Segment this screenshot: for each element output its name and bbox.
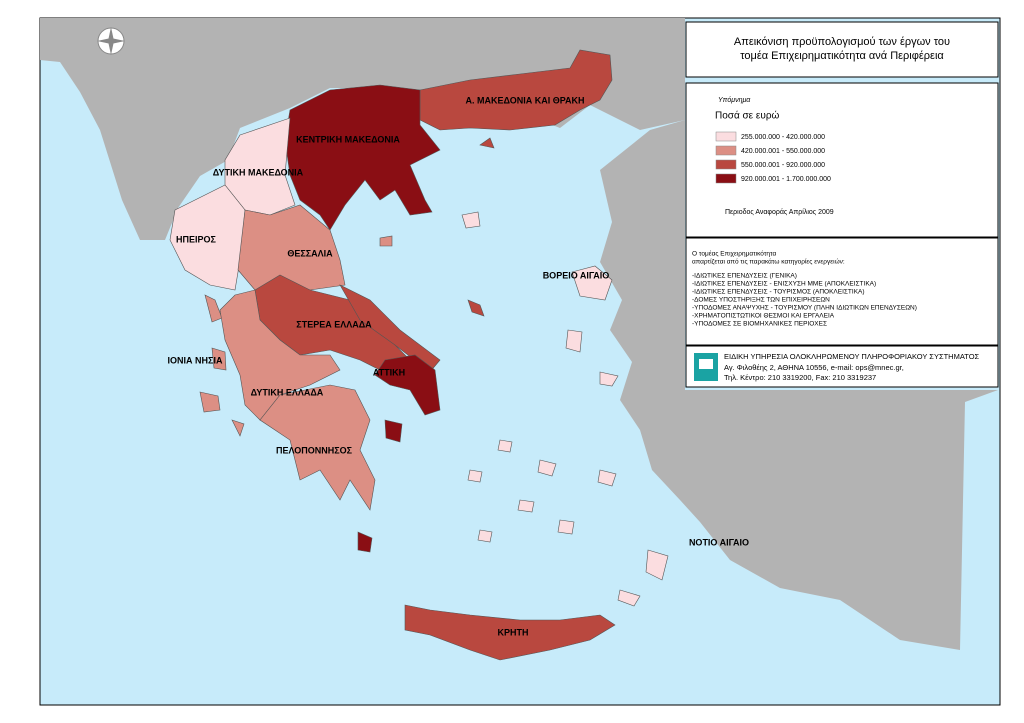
region-area [557, 519, 575, 535]
notes-items: -ΙΔΙΩΤΙΚΕΣ ΕΠΕΝΔΥΣΕΙΣ (ΓΕΝΙΚΑ)-ΙΔΙΩΤΙΚΕΣ… [692, 273, 917, 328]
region-area [211, 347, 227, 371]
region-area [237, 204, 346, 291]
region-area [284, 84, 441, 231]
region-area [374, 354, 441, 416]
region-area [404, 604, 616, 661]
legend-label: 420.000.001 - 550.000.000 [741, 148, 825, 155]
regions [169, 49, 669, 661]
region-area [199, 391, 221, 413]
region-label: ΘΕΣΣΑΛΙΑ [287, 248, 333, 258]
region-area [467, 299, 485, 317]
region-label: ΣΤΕΡΕΑ ΕΛΛΑΔΑ [296, 319, 372, 329]
notes-item: -ΥΠΟΔΟΜΕΣ ΑΝΑΨΥΧΗΣ - ΤΟΥΡΙΣΜΟΥ (ΠΛΗΝ ΙΔΙ… [692, 305, 917, 312]
region-area [259, 384, 376, 511]
region-area [517, 499, 535, 513]
region-area [537, 459, 557, 477]
region-area [645, 549, 669, 581]
legend-panel [685, 82, 999, 238]
region-label: ΒΟΡΕΙΟ ΑΙΓΑΙΟ [543, 270, 610, 280]
footer-address: Αγ. Φιλοθέης 2, ΑΘΗΝΑ 10556, e-mail: ops… [724, 363, 904, 372]
footer-agency: ΕΙΔΙΚΗ ΥΠΗΡΕΣΙΑ ΟΛΟΚΛΗΡΩΜΕΝΟΥ ΠΛΗΡΟΦΟΡΙΑ… [724, 352, 980, 361]
legend-label: 550.000.001 - 920.000.000 [741, 162, 825, 169]
region-label: ΚΡΗΤΗ [498, 627, 529, 637]
notes-item: -ΧΡΗΜΑΤΟΠΙΣΤΩΤΙΚΟΙ ΘΕΣΜΟΙ ΚΑΙ ΕΡΓΑΛΕΙΑ [692, 313, 835, 320]
region-label: ΗΠΕΙΡΟΣ [176, 234, 217, 244]
region-area [597, 469, 617, 487]
region-area [599, 371, 619, 387]
compass [97, 27, 125, 55]
logo-screen [699, 359, 713, 369]
legend-swatch [715, 173, 737, 184]
region-area [384, 419, 403, 443]
legend-label: 255.000.000 - 420.000.000 [741, 134, 825, 141]
region-label: ΔΥΤΙΚΗ ΜΑΚΕΔΟΝΙΑ [213, 167, 304, 177]
region-area [461, 211, 481, 229]
region-label: ΝΟΤΙΟ ΑΙΓΑΙΟ [689, 537, 749, 547]
region-label: ΙΟΝΙΑ ΝΗΣΙΑ [168, 355, 223, 365]
region-label: ΚΕΝΤΡΙΚΗ ΜΑΚΕΔΟΝΙΑ [296, 134, 400, 144]
region-area [497, 439, 513, 453]
notes-item: -ΔΟΜΕΣ ΥΠΟΣΤΗΡΙΞΗΣ ΤΩΝ ΕΠΙΧΕΙΡΗΣΕΩΝ [692, 297, 830, 304]
footer-phone: Τηλ. Κέντρο: 210 3319200, Fax: 210 33192… [724, 373, 876, 382]
region-area [379, 235, 393, 247]
notes-item: -ΥΠΟΔΟΜΕΣ ΣΕ ΒΙΟΜΗΧΑΝΙΚΕΣ ΠΕΡΙΟΧΕΣ [692, 321, 827, 328]
region-area [617, 589, 641, 607]
region-label: ΔΥΤΙΚΗ ΕΛΛΑΔΑ [251, 387, 324, 397]
region-area [339, 284, 441, 373]
notes-item: -ΙΔΙΩΤΙΚΕΣ ΕΠΕΝΔΥΣΕΙΣ - ΕΝΙΣΧΥΣΗ ΜΜΕ (ΑΠ… [692, 281, 876, 288]
legend-classes: 255.000.000 - 420.000.000 420.000.001 - 5… [715, 131, 831, 184]
region-area [571, 265, 613, 301]
title-line: Απεικόνιση προϋπολογισμού των έργων του [734, 36, 950, 48]
notes-intro: Ο τομέας Επιχειρηματικότητα [692, 250, 776, 258]
title-panel [685, 21, 999, 78]
region-area [467, 469, 483, 483]
footer-panel [685, 345, 999, 388]
region-area [477, 529, 493, 543]
region-area [231, 419, 245, 437]
legend-label: 920.000.001 - 1.700.000.000 [741, 176, 831, 183]
region-area [169, 184, 246, 291]
legend-swatch [715, 159, 737, 170]
legend-subtitle: Ποσά σε ευρώ [715, 110, 780, 122]
legend-period: Περιοδος Αναφοράς Απρίλιος 2009 [725, 208, 834, 216]
region-area [219, 289, 341, 421]
region-label: ΠΕΛΟΠΟΝΝΗΣΟΣ [276, 445, 353, 455]
land-east [600, 120, 998, 650]
notes-item: -ΙΔΙΩΤΙΚΕΣ ΕΠΕΝΔΥΣΕΙΣ - ΤΟΥΡΙΣΜΟΣ (ΑΠΟΚΛ… [692, 289, 865, 296]
region-area [565, 329, 583, 353]
region-label: Α. ΜΑΚΕΔΟΝΙΑ ΚΑΙ ΘΡΑΚΗ [465, 95, 584, 105]
title-line: τομέα Επιχειρηματικότητα ανά Περιφέρεια [740, 50, 944, 62]
notes-panel [685, 237, 999, 346]
region-area [419, 49, 613, 131]
legend-swatch [715, 131, 737, 142]
legend-heading: Υπόμνημα [718, 96, 751, 104]
region-label: ΑΤΤΙΚΗ [373, 367, 405, 377]
region-area [479, 137, 495, 149]
notes-item: -ΙΔΙΩΤΙΚΕΣ ΕΠΕΝΔΥΣΕΙΣ (ΓΕΝΙΚΑ) [692, 273, 797, 280]
region-area [357, 531, 373, 553]
legend-swatch [715, 145, 737, 156]
notes-intro: απαρτίζεται από τις παρακάτω κατηγορίες … [692, 258, 845, 266]
